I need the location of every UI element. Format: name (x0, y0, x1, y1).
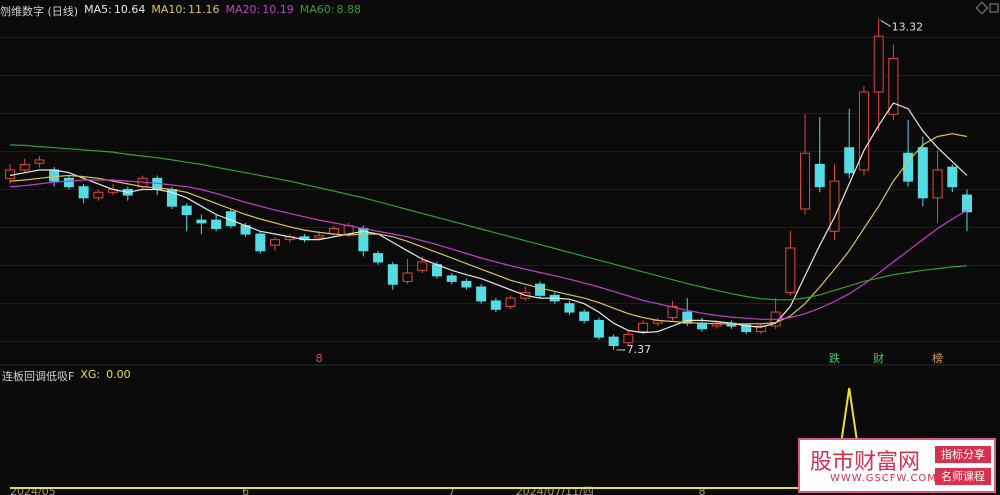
candle-body (49, 169, 60, 182)
candle-body (78, 186, 89, 199)
legend-value: 11.16 (188, 3, 220, 16)
candle-body (34, 159, 45, 164)
legend-value: 8.88 (336, 3, 361, 16)
x-tick-label: 2024/05 (10, 485, 56, 495)
x-tick-label: 7 (448, 485, 455, 495)
candle-body (564, 303, 575, 313)
candle-body (682, 311, 693, 324)
main-legend: 刎维数字 (日线) MA5: 10.64 MA10: 11.16 MA20: 10.19 MA… (0, 3, 361, 19)
candle-body (741, 324, 752, 333)
candle-body (505, 297, 516, 307)
signal: 榜 (932, 351, 943, 365)
legend-item: MA10: 11.16 (151, 3, 219, 19)
candle-body (255, 233, 266, 252)
ma-line (9, 144, 968, 301)
indicator-title: 连板回调低吸F (2, 370, 75, 383)
candle-body (5, 169, 15, 179)
candle-body (593, 319, 604, 338)
candle-body (638, 322, 649, 333)
watermark: 股市财富网 WWW.GSCFW.COM 指标分享 名师课程 (798, 438, 996, 493)
candle-body (888, 58, 899, 115)
candle-body (417, 261, 428, 271)
candle-body (446, 275, 457, 282)
legend-item: MA20: 10.19 (226, 3, 294, 19)
legend-name: MA60: (299, 3, 335, 16)
legend-value: 10.64 (113, 3, 146, 16)
candle-body (858, 91, 869, 171)
arrow (880, 19, 891, 27)
x-tick-label: 8 (698, 485, 705, 495)
candle-body (579, 311, 590, 321)
candle-body (270, 239, 281, 246)
max-label: 13.32 (892, 20, 924, 33)
candle-body (696, 322, 707, 330)
watermark-tag: 名师课程 (935, 468, 991, 485)
candle-body (211, 219, 222, 229)
watermark-title: 股市财富网 (810, 450, 921, 475)
ma-line (9, 102, 968, 334)
legend-name: MA20: (225, 3, 261, 16)
signal: 跌 (829, 351, 840, 365)
candle-body (387, 264, 398, 285)
legend-value: 10.19 (262, 3, 294, 16)
candle-body (800, 152, 811, 210)
icon-diamond (975, 1, 989, 15)
candle-body (181, 205, 192, 216)
signal: 财 (873, 351, 884, 365)
x-tick-label: 2024/07/11/四 (516, 485, 594, 495)
icon-square (989, 3, 999, 13)
candle-body (93, 191, 104, 199)
x-tick-label: 6 (242, 485, 249, 495)
candle-body (402, 272, 413, 282)
watermark-url: WWW.GSCFW.COM (830, 473, 937, 484)
watermark-tag: 指标分享 (935, 446, 991, 463)
legend-name: XG: (80, 368, 101, 381)
legend-item: MA5: 10.64 (84, 3, 145, 19)
candle-body (490, 300, 501, 310)
candle-body (19, 163, 30, 171)
candle-body (196, 219, 207, 224)
candle-body (755, 325, 766, 333)
candle-body (814, 163, 825, 188)
candle-body (917, 147, 928, 199)
candle-body (373, 253, 384, 263)
candle-body (932, 169, 943, 199)
candle-body (844, 147, 855, 174)
candle-body (947, 166, 958, 188)
candle-body (343, 225, 354, 235)
candle-body (962, 194, 972, 213)
signal: 8 (316, 352, 323, 365)
candle-body (873, 35, 884, 93)
legend-item: MA60: 8.88 (300, 3, 361, 19)
ma-line (9, 133, 968, 325)
candle-body (63, 177, 74, 188)
indicator-legend: 连板回调低吸F XG: 0.00 (2, 368, 131, 384)
legend-name: MA5: (84, 3, 112, 16)
legend-name: MA10: (151, 3, 187, 16)
legend-value: 0.00 (106, 368, 131, 381)
candle-body (535, 283, 546, 296)
min-label: 7.37 (627, 343, 652, 356)
chart-title: 刎维数字 (日线) (0, 5, 79, 18)
candle-body (476, 286, 487, 302)
candle-body (608, 336, 619, 346)
ma-line (9, 179, 968, 320)
candle-body (785, 247, 796, 294)
candle-body (623, 333, 634, 344)
candle-body (461, 280, 472, 288)
candle-body (314, 235, 325, 239)
